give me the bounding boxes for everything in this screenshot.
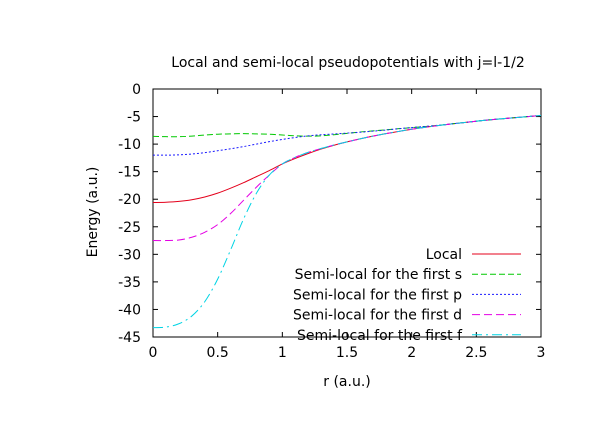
y-tick-label: 0 [132, 82, 141, 98]
y-tick-label: -5 [127, 110, 141, 126]
x-axis: 0 0.5 1 1.5 2 2.5 3 [149, 89, 546, 361]
y-axis: 0 -5 -10 -15 -20 -25 -30 -35 -40 -45 [118, 82, 541, 346]
series-line-local [152, 114, 542, 204]
series-line-first-f [152, 114, 542, 329]
y-tick-label: -30 [118, 247, 141, 263]
y-tick-label: -20 [118, 192, 141, 208]
series-line-first-d [152, 114, 542, 242]
series-line-first-s [152, 114, 542, 138]
y-tick-label: -10 [118, 137, 141, 153]
y-tick-label: -25 [118, 220, 141, 236]
legend-label-first-f: Semi-local for the first f [297, 328, 463, 344]
x-tick-label: 2.5 [465, 345, 487, 361]
y-tick-label: -35 [118, 275, 141, 291]
legend: Local Semi-local for the first s Semi-loca… [293, 247, 521, 344]
y-axis-label: Energy (a.u.) [85, 167, 101, 258]
x-axis-label: r (a.u.) [323, 374, 370, 390]
chart-title: Local and semi-local pseudopotentials wi… [171, 55, 524, 71]
x-tick-label: 2 [407, 345, 416, 361]
y-tick-label: -40 [118, 302, 141, 318]
x-tick-label: 1.5 [336, 345, 358, 361]
y-tick-label: -15 [118, 165, 141, 181]
y-tick-label: -45 [118, 330, 141, 346]
series-line-first-p [152, 114, 542, 156]
x-tick-label: 0 [149, 345, 158, 361]
legend-label-first-d: Semi-local for the first d [293, 308, 462, 324]
legend-label-local: Local [426, 247, 462, 263]
legend-label-first-s: Semi-local for the first s [295, 267, 462, 283]
x-tick-label: 1 [278, 345, 287, 361]
series-layer [152, 114, 542, 329]
legend-label-first-p: Semi-local for the first p [293, 287, 462, 303]
x-tick-label: 3 [537, 345, 546, 361]
x-tick-label: 0.5 [207, 345, 229, 361]
